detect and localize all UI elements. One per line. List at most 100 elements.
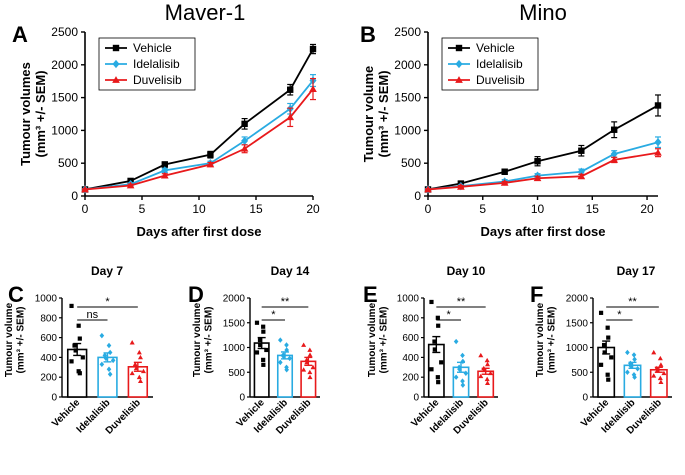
- bar-chart-D: D Day 14 0 500 1000 1500 2000 Tumour volume(mm³…: [188, 264, 320, 437]
- data-point: [257, 337, 263, 343]
- y-axis-label: Tumour volume(mm³ +/- SEM): [4, 302, 27, 377]
- legend-marker: [112, 59, 120, 69]
- data-point: [286, 113, 295, 121]
- data-point: [137, 354, 143, 360]
- chart-title: Day 14: [271, 264, 310, 278]
- data-point: [307, 352, 313, 357]
- data-point: [161, 161, 168, 168]
- y-tick-label: 2500: [394, 25, 421, 39]
- y-tick-label: 1500: [51, 91, 78, 105]
- data-point: [261, 362, 266, 367]
- data-point: [284, 367, 289, 373]
- bar-vehicle: [597, 346, 616, 398]
- data-point: [606, 377, 611, 382]
- data-point: [460, 382, 466, 388]
- y-tick-label: 1000: [51, 123, 78, 137]
- data-point: [478, 352, 484, 358]
- chart-title: Day 7: [91, 264, 123, 278]
- data-point: [258, 342, 263, 348]
- data-point: [631, 371, 637, 378]
- data-point: [631, 352, 637, 358]
- data-point: [69, 359, 74, 364]
- data-point: [69, 303, 74, 309]
- data-point: [605, 372, 610, 377]
- data-point: [609, 355, 614, 360]
- data-point: [77, 336, 82, 341]
- data-point: [140, 368, 146, 374]
- data-point: [484, 357, 490, 363]
- y-tick-label: 200: [402, 373, 419, 384]
- data-point: [606, 335, 611, 340]
- chart-title: Mino: [519, 0, 567, 25]
- y-tick-label: 2000: [394, 58, 421, 72]
- data-point: [651, 349, 657, 355]
- y-tick-label: 600: [40, 333, 57, 344]
- y-tick-label: 1500: [394, 91, 421, 105]
- significance-label: **: [281, 296, 290, 308]
- y-tick-label: 1000: [223, 343, 246, 354]
- panel-letter: E: [363, 282, 378, 307]
- data-point: [598, 310, 604, 315]
- data-point: [136, 349, 142, 355]
- data-point: [632, 374, 637, 380]
- bar-chart-E: E Day 10 0 200 400 600 800 1000 Tumour volume(mm…: [363, 264, 498, 437]
- legend-label: Idelalisib: [133, 57, 180, 71]
- bar-chart-C: C Day 7 0 200 400 600 800 1000 Tumour volume(mm³…: [4, 264, 153, 437]
- data-point: [307, 369, 313, 375]
- data-point: [301, 342, 307, 347]
- y-tick-label: 0: [51, 393, 57, 404]
- legend-label: Idelalisib: [476, 57, 523, 71]
- data-point: [77, 371, 82, 376]
- y-axis-label: Tumour volume(mm³ +/- SEM): [367, 302, 390, 377]
- data-point: [254, 320, 260, 325]
- data-point: [281, 353, 286, 360]
- y-tick-label: 2000: [51, 58, 78, 72]
- data-point: [106, 366, 112, 373]
- data-point: [287, 355, 292, 362]
- panel-letter: F: [530, 282, 543, 307]
- x-axis-label: Days after first dose: [481, 224, 606, 239]
- line-chart-A: A Maver-1 0 500 1000 1500 2000 2500 0 5 10 15 20 Days…: [12, 0, 320, 239]
- data-point: [485, 380, 491, 386]
- data-point: [261, 324, 266, 329]
- data-point: [577, 172, 586, 180]
- x-tick-label: 5: [479, 202, 486, 216]
- data-point: [610, 156, 619, 163]
- legend-marker: [455, 44, 463, 52]
- data-point: [241, 120, 248, 128]
- data-point: [457, 182, 465, 190]
- data-point: [132, 361, 138, 367]
- data-point: [81, 185, 89, 193]
- chart-title: Day 10: [447, 264, 486, 278]
- significance-label: **: [628, 296, 637, 308]
- data-point: [307, 374, 313, 380]
- data-point: [254, 350, 260, 355]
- panel-letter: C: [8, 282, 24, 307]
- series-duvelisib: [424, 148, 662, 193]
- data-point: [661, 370, 667, 376]
- data-point: [136, 374, 142, 380]
- legend-label: Vehicle: [133, 41, 172, 55]
- data-point: [654, 138, 662, 147]
- data-point: [137, 378, 143, 384]
- data-point: [310, 364, 316, 370]
- data-point: [578, 147, 585, 154]
- data-point: [129, 340, 135, 345]
- data-point: [610, 149, 618, 159]
- x-tick-label: 0: [425, 202, 432, 216]
- data-point: [287, 86, 294, 93]
- data-point: [533, 174, 542, 182]
- data-point: [110, 357, 116, 364]
- y-axis-label: Tumour volume(mm³ +/- SEM): [192, 302, 215, 377]
- data-point: [435, 375, 440, 380]
- data-point: [651, 373, 657, 378]
- x-axis-label: Days after first dose: [137, 224, 262, 239]
- legend-marker: [112, 76, 120, 83]
- data-point: [436, 380, 441, 385]
- data-point: [424, 185, 432, 193]
- data-point: [432, 339, 437, 344]
- legend-label: Duvelisib: [133, 73, 182, 87]
- significance-label: *: [105, 296, 110, 308]
- series-duvelisib: [81, 77, 317, 193]
- data-point: [484, 376, 490, 382]
